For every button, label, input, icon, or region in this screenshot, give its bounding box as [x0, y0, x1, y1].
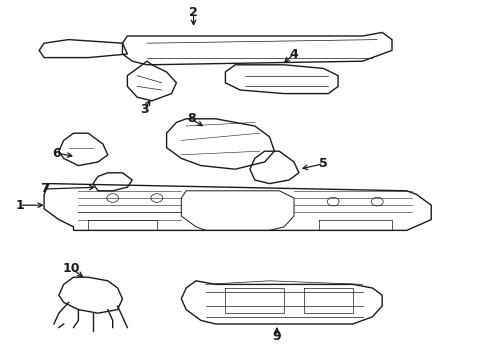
- Text: 4: 4: [290, 48, 298, 60]
- Text: 6: 6: [52, 147, 61, 159]
- Text: 5: 5: [319, 157, 328, 170]
- Text: 7: 7: [40, 183, 49, 195]
- Text: 8: 8: [187, 112, 196, 125]
- Text: 9: 9: [272, 330, 281, 343]
- Text: 1: 1: [15, 199, 24, 212]
- Text: 3: 3: [140, 103, 149, 116]
- Text: 2: 2: [189, 6, 198, 19]
- Text: 10: 10: [62, 262, 80, 275]
